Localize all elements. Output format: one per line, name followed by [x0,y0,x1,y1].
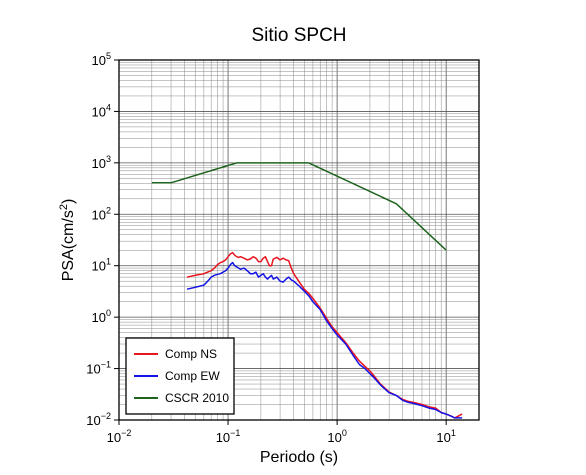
y-tick-labels: 10−2 10−1 100 101 102 103 104 105 [86,51,119,428]
legend-label-ns: Comp NS [165,347,217,361]
y-axis-label-close: ) [60,199,77,204]
legend-label-cscr: CSCR 2010 [165,391,229,405]
x-tick-label: 10−1 [216,428,241,445]
legend: Comp NS Comp EW CSCR 2010 [125,337,235,415]
y-tick-label: 10−2 [86,411,111,428]
y-tick-label: 103 [92,154,111,171]
series-line-1 [186,261,463,419]
y-axis-label-sup: 2 [58,204,70,210]
series-layer [151,162,463,419]
y-tick-label: 10−1 [86,360,111,377]
y-axis-label: PSA(cm/s2) [58,199,77,282]
y-axis-label-base: PSA(cm/s [60,210,77,281]
y-tick-label: 100 [92,308,111,325]
y-tick-label: 104 [92,102,111,119]
series-line-2 [151,162,447,251]
chart-title: Sitio SPCH [251,25,346,46]
x-tick-label: 101 [436,428,455,445]
legend-label-ew: Comp EW [165,369,220,383]
y-tick-label: 102 [92,205,111,222]
series-line-0 [186,251,463,419]
grid [119,60,479,420]
y-tick-label: 101 [92,257,111,274]
x-axis-label: Periodo (s) [260,449,338,466]
x-tick-label: 100 [327,428,346,445]
y-tick-label: 105 [92,51,111,68]
x-tick-label: 10−2 [107,428,132,445]
x-tick-labels: 10−2 10−1 100 101 [107,420,456,445]
plot-frame [118,59,480,421]
